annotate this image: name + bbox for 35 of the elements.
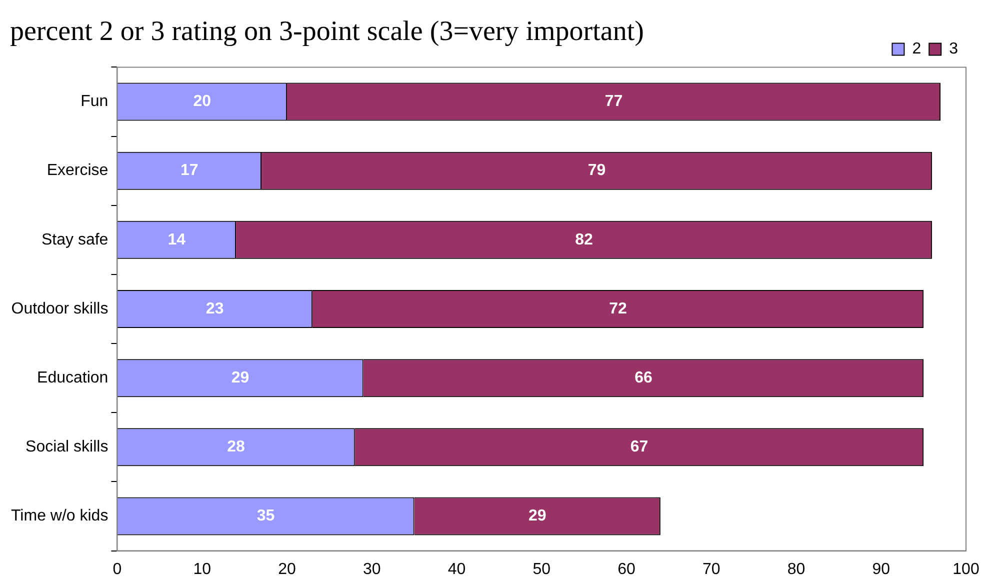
data-label: 20 [193, 93, 212, 110]
data-label: 29 [528, 508, 546, 525]
data-label: 17 [180, 162, 198, 180]
x-tick-label: 40 [448, 560, 466, 578]
x-tick-label: 60 [618, 560, 636, 578]
y-tick-label: Education [37, 369, 108, 386]
data-label: 23 [206, 300, 224, 318]
data-label: 35 [256, 508, 275, 525]
data-label: 82 [575, 231, 594, 248]
x-tick-label: 100 [952, 560, 980, 578]
x-tick-label: 80 [787, 560, 806, 578]
y-tick-label: Stay safe [42, 231, 108, 248]
y-tick-label: Exercise [46, 162, 108, 180]
y-tick-label: Outdoor skills [11, 300, 108, 318]
data-label: 77 [604, 93, 623, 110]
x-tick-label: 10 [193, 560, 212, 578]
x-tick-label: 20 [278, 560, 296, 578]
y-tick-label: Social skills [26, 438, 108, 456]
y-tick-label: Time w/o kids [11, 508, 108, 525]
y-tick-label: Fun [80, 93, 108, 110]
x-tick-label: 30 [362, 560, 381, 578]
data-label: 79 [588, 162, 606, 180]
legend-label: 3 [949, 40, 958, 58]
chart-title: percent 2 or 3 rating on 3-point scale (3=very important) [10, 16, 644, 48]
data-label: 28 [227, 438, 246, 456]
x-tick-label: 50 [532, 560, 551, 578]
x-tick-label: 0 [112, 560, 122, 578]
data-label: 14 [168, 231, 186, 248]
data-label: 66 [634, 369, 652, 386]
data-label: 72 [609, 300, 627, 318]
x-tick-label: 70 [702, 560, 720, 578]
x-tick-label: 90 [872, 560, 890, 578]
data-label: 29 [231, 369, 250, 386]
data-label: 67 [630, 438, 648, 456]
legend-label: 2 [912, 40, 922, 58]
